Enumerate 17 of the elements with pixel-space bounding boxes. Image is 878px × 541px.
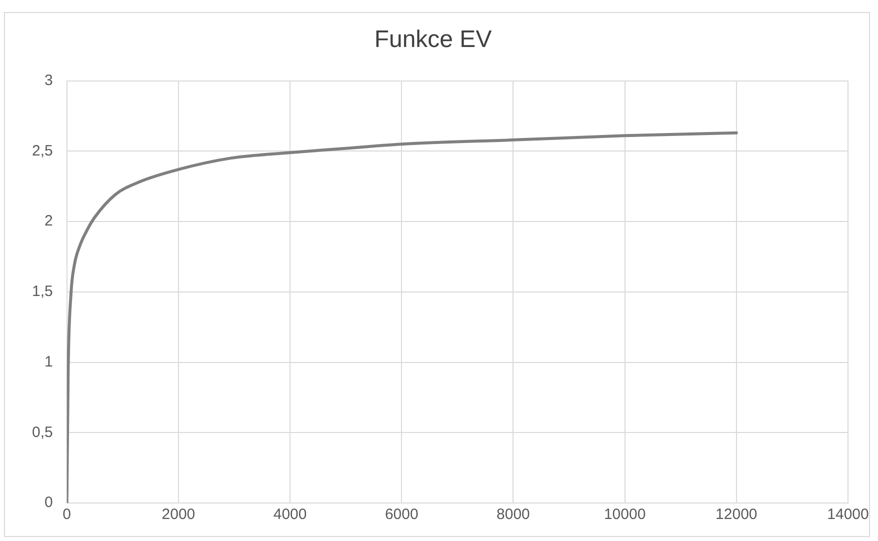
y-tick-label: 0,5 <box>32 424 53 441</box>
y-tick-label: 3 <box>44 72 53 89</box>
x-tick-label: 6000 <box>384 506 418 524</box>
x-tick-label: 12000 <box>716 506 758 524</box>
y-tick-label: 1,5 <box>32 283 53 300</box>
x-tick-label: 14000 <box>827 506 869 524</box>
x-tick-label: 8000 <box>496 506 530 524</box>
y-tick-label: 2,5 <box>32 142 53 160</box>
line-series <box>66 131 738 503</box>
x-tick-label: 0 <box>62 506 72 524</box>
chart-title: Funkce EV <box>374 26 492 54</box>
x-tick-label: 4000 <box>273 506 307 524</box>
y-tick-label: 1 <box>44 353 53 370</box>
x-tick-label: 10000 <box>604 506 646 524</box>
y-tick-label: 2 <box>44 212 53 230</box>
y-tick-label: 0 <box>44 494 53 512</box>
x-tick-label: 2000 <box>162 506 196 524</box>
